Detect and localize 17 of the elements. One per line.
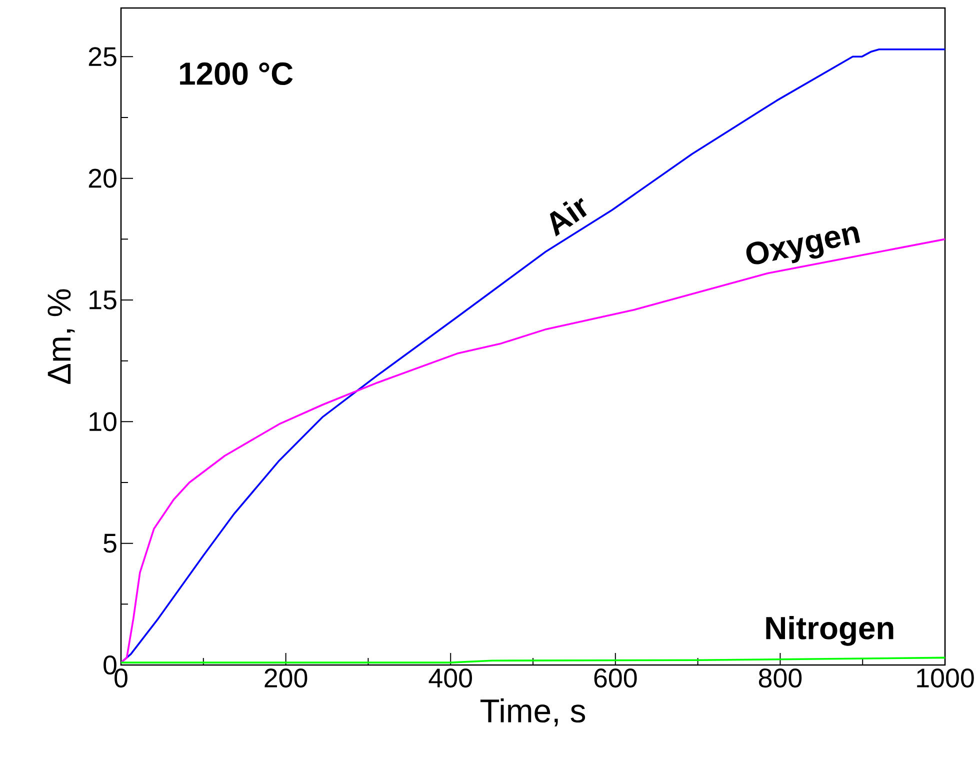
y-tick-label: 5 xyxy=(104,534,116,553)
y-tick-label: 0 xyxy=(104,655,116,675)
x-tick-label: 400 xyxy=(428,668,472,688)
annotation: 1200 °C xyxy=(180,62,293,85)
x-tick-label: 800 xyxy=(758,668,802,688)
text: Air xyxy=(550,198,587,237)
x-tick-label: 600 xyxy=(594,668,637,688)
series-label: Nitrogen xyxy=(766,616,894,646)
x-tick-label: 1000 xyxy=(917,668,974,688)
y-tick-label: 15 xyxy=(90,290,116,310)
y-tick-label: 10 xyxy=(90,412,116,432)
x-tick-label: 200 xyxy=(264,668,308,688)
y-tick-label: 20 xyxy=(88,168,116,188)
x-axis-title: Time, s xyxy=(480,698,586,726)
y-tick-label: 25 xyxy=(88,47,116,66)
y-axis-title: Δm, % xyxy=(48,289,75,384)
text: Oxygen xyxy=(746,226,860,264)
